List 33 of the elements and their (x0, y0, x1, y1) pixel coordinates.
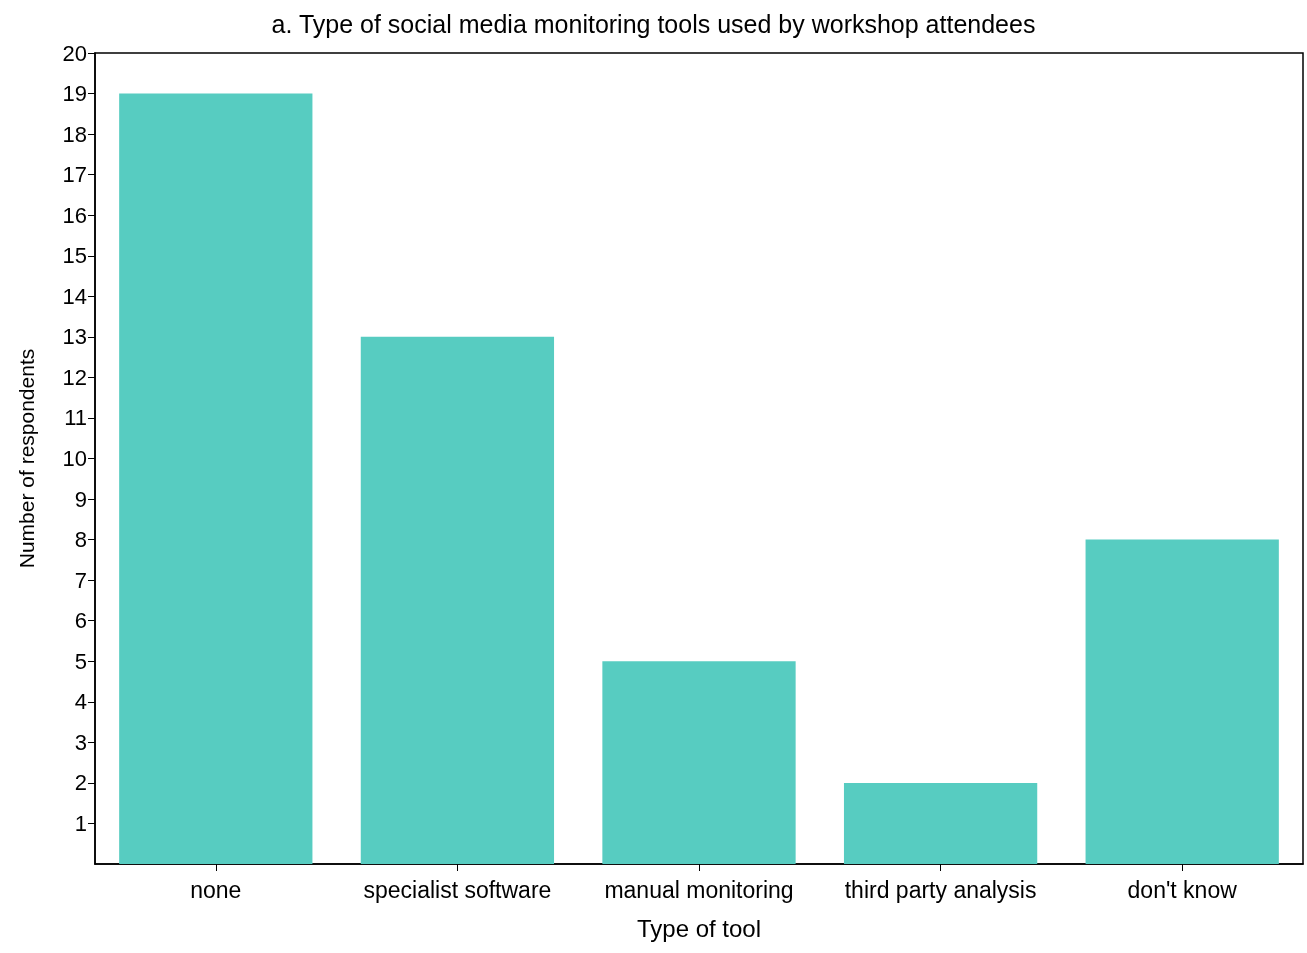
bar (360, 336, 555, 864)
y-tick-label: 5 (74, 648, 87, 674)
x-tick-label: don't know (1127, 876, 1238, 903)
bar (1085, 539, 1279, 864)
y-tick-label: 18 (62, 121, 87, 147)
y-tick-label: 1 (74, 810, 87, 836)
y-tick-label: 16 (62, 202, 87, 228)
y-tick-label: 7 (74, 567, 87, 593)
y-tick-label: 11 (64, 405, 87, 431)
y-tick-label: 8 (74, 527, 87, 553)
y-tick-label: 12 (62, 364, 87, 390)
chart-title: a. Type of social media monitoring tools used by workshop attendees (271, 9, 1036, 38)
y-tick-label: 13 (62, 324, 87, 350)
x-axis-title: Type of tool (636, 914, 762, 942)
x-tick-label: specialist software (363, 876, 552, 903)
x-tick-label: third party analysis (844, 876, 1037, 903)
y-tick-label: 10 (62, 446, 87, 471)
y-tick-label: 2 (74, 770, 87, 796)
bar (602, 661, 796, 864)
bar (119, 93, 313, 864)
y-tick-label: 14 (62, 283, 87, 309)
y-tick-label: 6 (74, 608, 87, 634)
y-tick-label: 20 (62, 40, 87, 66)
y-tick-label: 9 (74, 486, 87, 512)
y-tick-label: 3 (74, 729, 87, 755)
x-tick-label: manual monitoring (604, 876, 794, 903)
bar (843, 782, 1038, 864)
y-tick-label: 4 (74, 689, 87, 715)
x-tick-label: none (190, 876, 242, 903)
y-tick-label: 19 (62, 81, 87, 107)
y-tick-label: 17 (62, 162, 87, 188)
y-axis-title: Number of respondents (15, 348, 38, 569)
y-tick-label: 15 (62, 243, 87, 269)
